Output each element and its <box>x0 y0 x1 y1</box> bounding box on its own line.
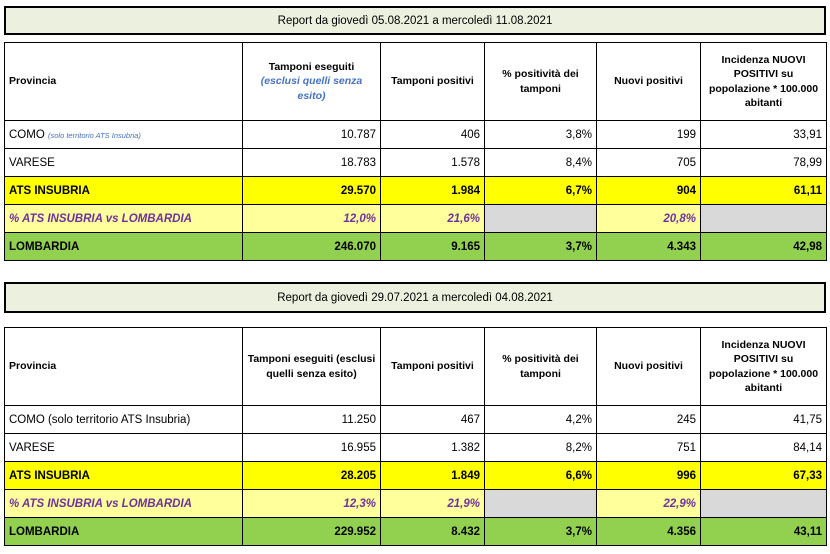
header-nuovi-positivi: Nuovi positivi <box>596 42 701 121</box>
cell-empty <box>700 489 827 518</box>
cell-percentuale: 3,7% <box>484 517 597 546</box>
cell-empty <box>484 489 597 518</box>
cell-tamponi: 29.570 <box>242 176 381 205</box>
cell-tamponi: 16.955 <box>242 433 381 462</box>
report-title-banner: Report da giovedì 29.07.2021 a mercoledì… <box>4 282 826 313</box>
row-label-lombardia: LOMBARDIA <box>4 232 243 261</box>
cell-tamponi: 12,3% <box>242 489 381 518</box>
table-row-varese: VARESE 18.783 1.578 8,4% 705 78,99 <box>4 148 827 177</box>
cell-percentuale: 4,2% <box>484 405 597 434</box>
cell-positivi: 1.382 <box>380 433 485 462</box>
report-title: Report da giovedì 29.07.2021 a mercoledì… <box>277 291 553 304</box>
table-row-como: COMO (solo territorio ATS Insubria) 10.7… <box>4 120 827 149</box>
cell-nuovi: 20,8% <box>596 204 701 233</box>
row-label-ats: ATS INSUBRIA <box>4 176 243 205</box>
header-tamponi-positivi: Tamponi positivi <box>380 327 485 406</box>
cell-tamponi: 18.783 <box>242 148 381 177</box>
cell-positivi: 21,6% <box>380 204 485 233</box>
header-provincia: Provincia <box>4 42 243 121</box>
cell-nuovi: 705 <box>596 148 701 177</box>
header-tamponi-eseguiti: Tamponi eseguiti (esclusi quelli senza e… <box>242 327 381 406</box>
cell-percentuale: 3,7% <box>484 232 597 261</box>
cell-incidenza: 43,11 <box>700 517 827 546</box>
cell-percentuale: 6,7% <box>484 176 597 205</box>
cell-nuovi: 4.356 <box>596 517 701 546</box>
header-tamponi-eseguiti-label: Tamponi eseguiti <box>268 61 355 74</box>
cell-positivi: 467 <box>380 405 485 434</box>
cell-nuovi: 904 <box>596 176 701 205</box>
cell-tamponi: 246.070 <box>242 232 381 261</box>
cell-nuovi: 4.343 <box>596 232 701 261</box>
row-label-como-text: COMO <box>9 128 45 141</box>
cell-tamponi: 229.952 <box>242 517 381 546</box>
row-label-como-note: (solo territorio ATS Insubria) <box>47 130 141 140</box>
report-title: Report da giovedì 05.08.2021 a mercoledì… <box>277 14 553 27</box>
cell-positivi: 9.165 <box>380 232 485 261</box>
cell-incidenza: 42,98 <box>700 232 827 261</box>
table-row-como: COMO (solo territorio ATS Insubria) 11.2… <box>4 405 827 434</box>
row-label-como: COMO (solo territorio ATS Insubria) <box>4 405 243 434</box>
cell-empty <box>484 204 597 233</box>
row-label-lombardia: LOMBARDIA <box>4 517 243 546</box>
header-tamponi-eseguiti-note: (esclusi quelli senza esito) <box>260 75 363 102</box>
cell-percentuale: 8,2% <box>484 433 597 462</box>
cell-nuovi: 22,9% <box>596 489 701 518</box>
header-nuovi-positivi: Nuovi positivi <box>596 327 701 406</box>
header-provincia: Provincia <box>4 327 243 406</box>
row-label-varese: VARESE <box>4 148 243 177</box>
table-row-ats-insubria: ATS INSUBRIA 28.205 1.849 6,6% 996 67,33 <box>4 461 827 490</box>
cell-tamponi: 11.250 <box>242 405 381 434</box>
table-header-row: Provincia Tamponi eseguiti (esclusi quel… <box>4 42 827 121</box>
report-title-banner: Report da giovedì 05.08.2021 a mercoledì… <box>4 6 826 35</box>
cell-nuovi: 199 <box>596 120 701 149</box>
cell-nuovi: 245 <box>596 405 701 434</box>
cell-percentuale: 8,4% <box>484 148 597 177</box>
row-label-varese: VARESE <box>4 433 243 462</box>
row-label-como: COMO (solo territorio ATS Insubria) <box>4 120 243 149</box>
cell-incidenza: 67,33 <box>700 461 827 490</box>
report-table: Provincia Tamponi eseguiti (esclusi quel… <box>4 327 827 546</box>
header-incidenza: Incidenza NUOVI POSITIVI su popolazione … <box>700 327 827 406</box>
cell-positivi: 1.984 <box>380 176 485 205</box>
table-row-ats-vs-lombardia: % ATS INSUBRIA vs LOMBARDIA 12,0% 21,6% … <box>4 204 827 233</box>
cell-nuovi: 996 <box>596 461 701 490</box>
row-label-pct: % ATS INSUBRIA vs LOMBARDIA <box>4 204 243 233</box>
cell-positivi: 8.432 <box>380 517 485 546</box>
cell-incidenza: 41,75 <box>700 405 827 434</box>
header-positivita: % positività dei tamponi <box>484 327 597 406</box>
cell-tamponi: 10.787 <box>242 120 381 149</box>
header-tamponi-positivi: Tamponi positivi <box>380 42 485 121</box>
cell-incidenza: 84,14 <box>700 433 827 462</box>
table-row-varese: VARESE 16.955 1.382 8,2% 751 84,14 <box>4 433 827 462</box>
cell-percentuale: 6,6% <box>484 461 597 490</box>
header-tamponi-eseguiti: Tamponi eseguiti (esclusi quelli senza e… <box>242 42 381 121</box>
table-row-ats-insubria: ATS INSUBRIA 29.570 1.984 6,7% 904 61,11 <box>4 176 827 205</box>
cell-incidenza: 61,11 <box>700 176 827 205</box>
cell-percentuale: 3,8% <box>484 120 597 149</box>
table-row-ats-vs-lombardia: % ATS INSUBRIA vs LOMBARDIA 12,3% 21,9% … <box>4 489 827 518</box>
cell-positivi: 21,9% <box>380 489 485 518</box>
report-table: Provincia Tamponi eseguiti (esclusi quel… <box>4 42 827 261</box>
row-label-pct: % ATS INSUBRIA vs LOMBARDIA <box>4 489 243 518</box>
row-label-ats: ATS INSUBRIA <box>4 461 243 490</box>
header-incidenza: Incidenza NUOVI POSITIVI su popolazione … <box>700 42 827 121</box>
cell-nuovi: 751 <box>596 433 701 462</box>
cell-tamponi: 12,0% <box>242 204 381 233</box>
cell-positivi: 406 <box>380 120 485 149</box>
cell-tamponi: 28.205 <box>242 461 381 490</box>
cell-empty <box>700 204 827 233</box>
table-header-row: Provincia Tamponi eseguiti (esclusi quel… <box>4 327 827 406</box>
table-row-lombardia: LOMBARDIA 229.952 8.432 3,7% 4.356 43,11 <box>4 517 827 546</box>
cell-positivi: 1.578 <box>380 148 485 177</box>
table-row-lombardia: LOMBARDIA 246.070 9.165 3,7% 4.343 42,98 <box>4 232 827 261</box>
header-positivita: % positività dei tamponi <box>484 42 597 121</box>
cell-incidenza: 78,99 <box>700 148 827 177</box>
cell-positivi: 1.849 <box>380 461 485 490</box>
cell-incidenza: 33,91 <box>700 120 827 149</box>
